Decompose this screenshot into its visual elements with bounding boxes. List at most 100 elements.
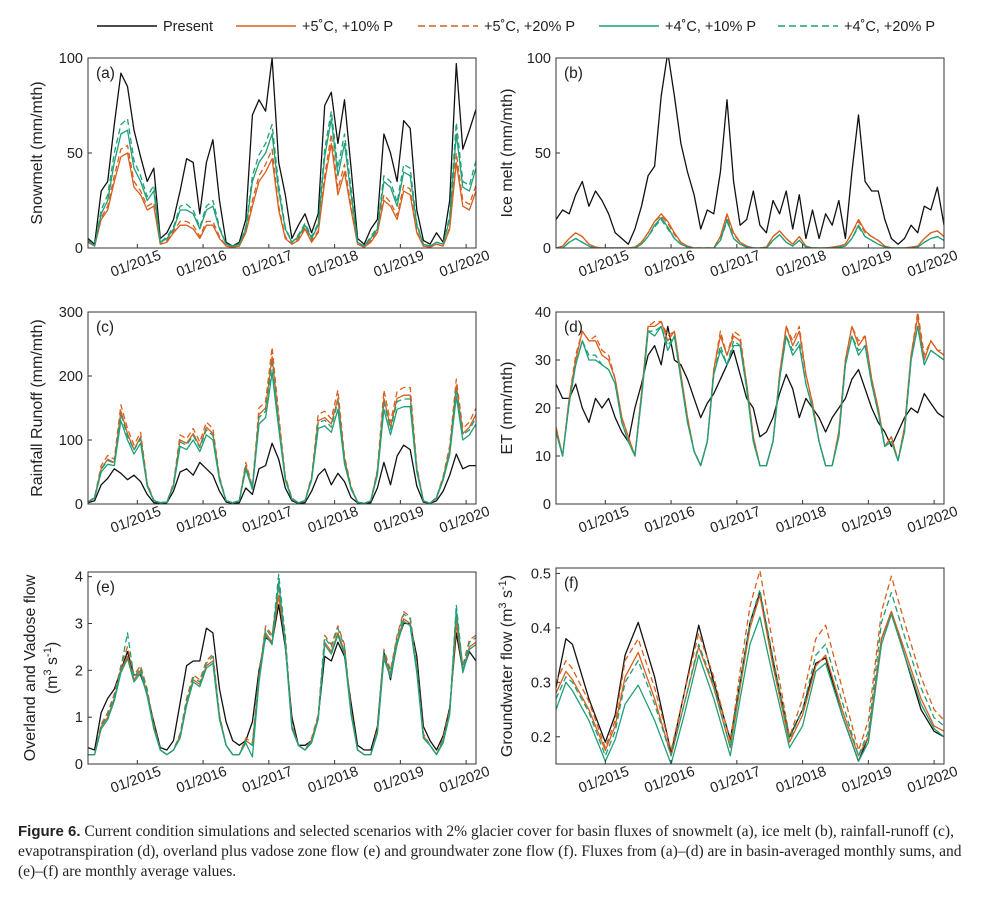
legend-label: +5˚C, +10% P — [302, 19, 393, 35]
x-tick-label: 01/2016 — [642, 764, 697, 797]
y-axis-unit: (m3 s-1) — [42, 642, 61, 694]
y-tick-label: 100 — [59, 433, 83, 449]
legend-item: +4˚C, +20% P — [778, 19, 935, 35]
x-tick-label: 01/2018 — [306, 504, 361, 537]
panel-label: (c) — [96, 319, 114, 336]
x-tick-label: 01/2018 — [774, 248, 829, 281]
y-axis-label: Overland and Vadose flow — [22, 574, 39, 761]
series-line — [88, 573, 476, 756]
x-tick-label: 01/2015 — [109, 248, 164, 281]
y-tick-label: 50 — [67, 146, 83, 162]
x-tick-label: 01/2020 — [905, 764, 960, 797]
y-axis-label: ET (mm/mth) — [499, 361, 516, 454]
y-tick-label: 30 — [535, 353, 551, 369]
series-line — [88, 580, 476, 758]
plot-frame — [87, 571, 477, 765]
y-tick-label: 1 — [75, 710, 83, 726]
panel-f: 0.2 0.3 0.4 0.5 01/2015 01/2016 01/2017 01/2018… — [497, 566, 960, 796]
y-tick-label: 100 — [59, 51, 83, 67]
y-tick-label: 0 — [75, 241, 83, 257]
y-tick-label: 0.4 — [531, 621, 551, 637]
x-tick-label: 01/2020 — [437, 504, 492, 537]
x-tick-label: 01/2017 — [240, 764, 295, 797]
x-tick-label: 01/2018 — [306, 764, 361, 797]
x-tick-label: 01/2020 — [905, 248, 960, 281]
x-tick-label: 01/2017 — [240, 248, 295, 281]
x-tick-label: 01/2019 — [372, 764, 427, 797]
y-tick-label: 10 — [535, 449, 551, 465]
panel-label: (d) — [564, 319, 583, 336]
x-tick-label: 01/2019 — [840, 504, 895, 537]
panel-label: (a) — [96, 65, 115, 82]
legend: Present +5˚C, +10% P +5˚C, +20% P +4˚C, +10… — [97, 19, 935, 35]
y-axis-label: Snowmelt (mm/mth) — [29, 81, 46, 224]
y-tick-label: 0.3 — [531, 675, 551, 691]
x-tick-label: 01/2017 — [240, 504, 295, 537]
panel-label: (e) — [96, 579, 115, 596]
x-tick-label: 01/2015 — [577, 248, 632, 281]
x-tick-label: 01/2018 — [774, 764, 829, 797]
y-tick-label: 0 — [75, 757, 83, 773]
y-tick-label: 0 — [543, 241, 551, 257]
x-tick-label: 01/2017 — [708, 248, 763, 281]
y-tick-label: 200 — [59, 369, 83, 385]
series-line — [88, 58, 476, 247]
caption-text: Current condition simulations and select… — [18, 823, 962, 880]
y-tick-label: 0 — [543, 497, 551, 513]
x-tick-label: 01/2018 — [306, 248, 361, 281]
y-tick-label: 40 — [535, 305, 551, 321]
x-tick-label: 01/2019 — [840, 248, 895, 281]
series-line — [88, 372, 476, 504]
series-group — [556, 570, 944, 764]
y-tick-label: 4 — [75, 570, 83, 586]
y-tick-label: 300 — [59, 305, 83, 321]
series-line — [556, 312, 944, 467]
x-tick-label: 01/2019 — [840, 764, 895, 797]
y-tick-label: 2 — [75, 663, 83, 679]
x-tick-label: 01/2016 — [174, 504, 229, 537]
y-tick-label: 3 — [75, 617, 83, 633]
x-tick-label: 01/2015 — [109, 504, 164, 537]
y-tick-label: 100 — [527, 51, 551, 67]
x-tick-label: 01/2020 — [905, 504, 960, 537]
x-tick-label: 01/2015 — [577, 764, 632, 797]
series-line — [556, 325, 944, 448]
x-tick-label: 01/2017 — [708, 504, 763, 537]
figure-caption: Figure 6. Current condition simulations … — [18, 822, 984, 882]
series-line — [88, 442, 476, 504]
plot-frame — [87, 311, 477, 505]
series-line — [88, 133, 476, 248]
legend-item: Present — [97, 19, 213, 35]
y-tick-label: 50 — [535, 146, 551, 162]
x-tick-label: 01/2020 — [437, 248, 492, 281]
series-line — [556, 325, 944, 467]
legend-item: +5˚C, +20% P — [418, 19, 575, 35]
panel-label: (f) — [564, 575, 579, 592]
series-line — [556, 589, 944, 757]
y-tick-label: 0.2 — [531, 730, 551, 746]
figure-canvas: Present +5˚C, +10% P +5˚C, +20% P +4˚C, +10… — [22, 19, 960, 797]
series-line — [556, 613, 944, 764]
x-tick-label: 01/2019 — [372, 248, 427, 281]
panel-e: 0 1 2 3 4 01/2015 01/2016 01/2017 01/2018 01/2019… — [22, 570, 492, 797]
series-line — [556, 591, 944, 762]
panel-c: 0 100 200 300 01/2015 01/2016 01/2017 01/2018 01… — [29, 305, 492, 537]
series-line — [556, 58, 944, 245]
caption-label: Figure 6. — [18, 823, 81, 840]
legend-label: +5˚C, +20% P — [484, 19, 575, 35]
x-tick-label: 01/2016 — [642, 248, 697, 281]
x-tick-label: 01/2015 — [577, 504, 632, 537]
legend-item: +5˚C, +10% P — [236, 19, 393, 35]
panel-d: 0 10 20 30 40 01/2015 01/2016 01/2017 01/2018 01/… — [499, 305, 960, 537]
panel-label: (b) — [564, 65, 583, 82]
x-tick-label: 01/2016 — [174, 764, 229, 797]
legend-label: +4˚C, +10% P — [665, 19, 756, 35]
panel-a: 0 50 100 01/2015 01/2016 01/2017 01/2018 01/201… — [29, 51, 492, 281]
legend-label: Present — [163, 19, 213, 35]
y-tick-label: 0 — [75, 497, 83, 513]
series-group — [88, 58, 476, 248]
x-tick-label: 01/2016 — [642, 504, 697, 537]
series-line — [556, 316, 944, 467]
series-line — [556, 215, 944, 248]
x-tick-label: 01/2019 — [372, 504, 427, 537]
